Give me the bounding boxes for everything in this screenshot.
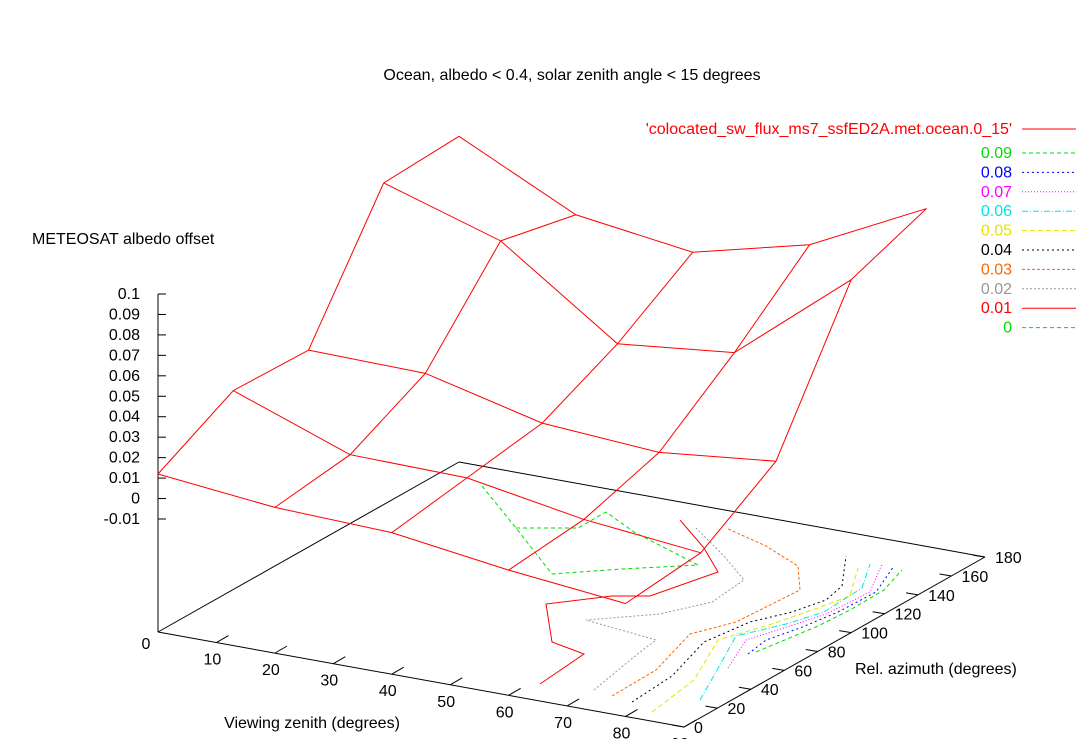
base-left-edge: [157, 461, 460, 633]
z-tick-label: 0.01: [109, 470, 140, 487]
x-tick-mark: [333, 656, 346, 665]
z-tick-label: 0.06: [109, 368, 140, 385]
z-tick-label: -0.01: [104, 511, 141, 528]
base-right-edge: [683, 556, 986, 728]
y-tick-label: 40: [761, 682, 779, 699]
y-tick-mark: [805, 648, 818, 652]
x-tick-label: 10: [204, 652, 222, 669]
x-tick-label: 30: [320, 673, 338, 690]
legend-entry-label: 0.09: [981, 145, 1012, 162]
x-tick-mark: [508, 687, 521, 696]
surface-mesh: [157, 135, 927, 604]
base-back-edge: [458, 461, 986, 558]
legend-entry-label: 0: [1003, 320, 1012, 337]
x-tick-mark: [566, 698, 580, 707]
y-ticks: 0 20 40 60 80 100 120 140 160 180: [671, 550, 1022, 737]
mesh-line-x: [274, 214, 577, 508]
y-tick-label: 20: [727, 701, 745, 718]
contour-0: [481, 485, 700, 575]
z-tick-label: 0.07: [109, 347, 140, 364]
contour-0-03: [611, 527, 801, 697]
y-tick-mark: [872, 611, 885, 615]
contour-0-07: [727, 563, 883, 669]
mesh-line-x: [391, 251, 694, 534]
mesh-line-y: [458, 135, 927, 253]
mesh-line-y: [157, 473, 626, 604]
z-tick-label: 0.09: [109, 306, 140, 323]
y-tick-label: 120: [895, 607, 922, 624]
x-tick-label: 80: [613, 725, 631, 739]
legend-entry-label: 0.02: [981, 281, 1012, 298]
y-tick-mark: [705, 705, 718, 709]
y-tick-mark: [738, 686, 751, 690]
legend-entry-label: 0.05: [981, 223, 1012, 240]
legend-entry-label: 0.01: [981, 300, 1012, 317]
legend: 0.09 0.08 0.07 0.06 0.05 0.04 0.03 0.02 0.01 0: [981, 145, 1076, 337]
z-tick-label: 0.04: [109, 409, 140, 426]
y-tick-mark: [972, 554, 986, 558]
y-tick-label: 80: [828, 644, 846, 661]
x-tick-label: 40: [379, 683, 397, 700]
x-ticks: 10 20 30 40 50 60 70 80 90: [204, 635, 697, 739]
x-tick-mark: [274, 645, 288, 654]
z-tick-label: 0.03: [109, 429, 140, 446]
contour-lines: [481, 485, 903, 713]
x-tick-label: 60: [496, 704, 514, 721]
x-tick-mark: [391, 666, 405, 675]
y-tick-label: 140: [928, 588, 955, 605]
x-tick-mark: [683, 719, 697, 728]
x-tick-mark: [625, 709, 638, 717]
x-tick-label: 50: [437, 694, 455, 711]
x-tick-label: 70: [554, 715, 572, 732]
legend-entry-label: 0.08: [981, 164, 1012, 181]
contour-0-04: [631, 555, 847, 703]
y-tick-mark: [905, 592, 919, 596]
contour-0-09: [755, 569, 903, 653]
z-ticks: -0.01 0 0.01 0.02 0.03 0.04 0.05 0.06 0.07 0.08 0.…: [104, 286, 166, 528]
base-front-edge: [157, 631, 685, 728]
z-tick-label: 0.05: [109, 388, 140, 405]
contour-0-back: [516, 511, 607, 529]
mesh-line-y: [308, 349, 777, 462]
legend-entry-label: 0.06: [981, 203, 1012, 220]
contour-0-01: [539, 519, 719, 685]
z-tick-label: 0.02: [109, 450, 140, 467]
y-tick-mark: [839, 630, 852, 634]
y-axis-label: Rel. azimuth (degrees): [855, 661, 1017, 678]
legend-entry-label: 0.07: [981, 184, 1012, 201]
y-tick-label: 60: [794, 663, 812, 680]
x-corner-label: 0: [142, 636, 151, 653]
y-tick-mark: [671, 724, 685, 728]
legend-entry-label: 0.03: [981, 261, 1012, 278]
contour-0-02: [585, 527, 745, 691]
mesh-line-y: [232, 390, 701, 554]
y-tick-mark: [939, 573, 952, 577]
x-tick-mark: [449, 677, 463, 686]
z-axis-label: METEOSAT albedo offset: [32, 231, 215, 248]
base-plane: 0: [142, 461, 986, 728]
y-tick-label: 160: [962, 569, 989, 586]
contour-0-06: [699, 563, 871, 701]
z-tick-label: 0.08: [109, 327, 140, 344]
contour-0-05: [651, 567, 859, 713]
legend-series-label: 'colocated_sw_flux_ms7_ssfED2A.met.ocean…: [646, 121, 1012, 138]
y-tick-label: 100: [861, 626, 888, 643]
mesh-line-y: [383, 182, 852, 354]
y-tick-label: 0: [694, 720, 703, 737]
x-tick-label: 90: [671, 736, 689, 739]
x-axis-label: Viewing zenith (degrees): [224, 715, 400, 732]
x-tick-label: 20: [262, 662, 280, 679]
chart-title: Ocean, albedo < 0.4, solar zenith angle …: [383, 67, 760, 84]
legend-entry-label: 0.04: [981, 242, 1012, 259]
z-tick-label: 0: [131, 491, 140, 508]
z-tick-label: 0.1: [118, 286, 140, 303]
x-tick-mark: [216, 635, 229, 643]
y-tick-label: 180: [995, 550, 1022, 567]
mesh-line-x: [157, 135, 460, 475]
y-tick-mark: [772, 667, 785, 671]
